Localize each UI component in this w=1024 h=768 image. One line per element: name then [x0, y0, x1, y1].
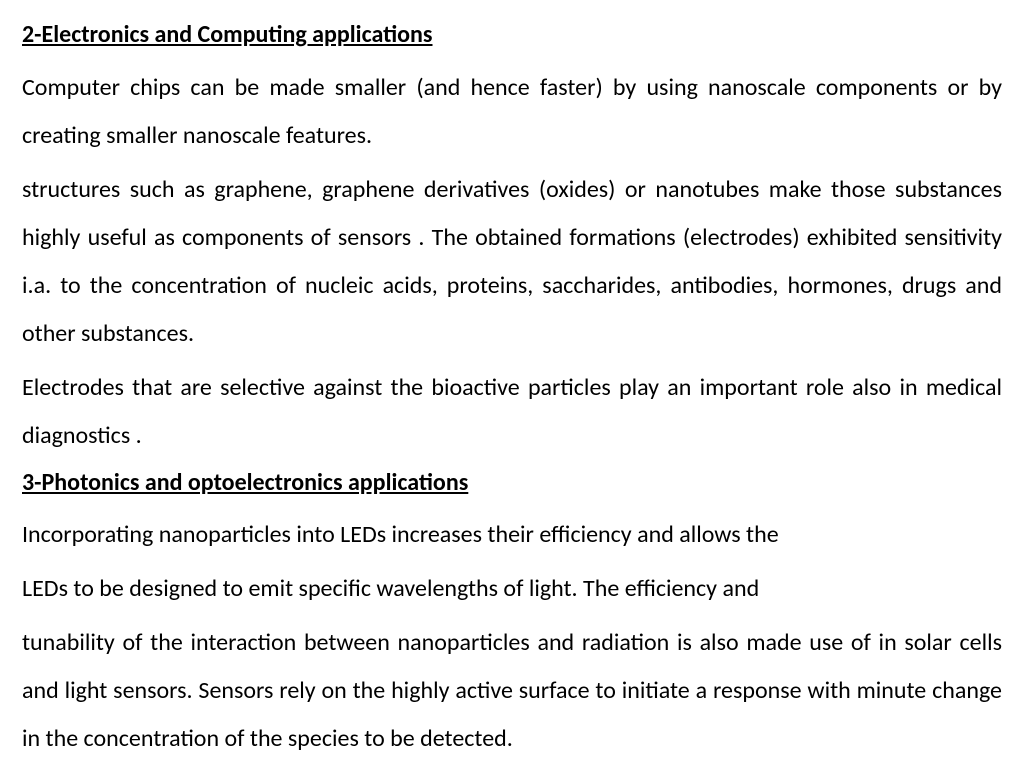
- section-heading-photonics: 3-Photonics and optoelectronics applicat…: [22, 466, 1002, 500]
- body-paragraph: tunability of the interaction between na…: [22, 619, 1002, 763]
- body-paragraph: Electrodes that are selective against th…: [22, 364, 1002, 460]
- body-paragraph: structures such as graphene, graphene de…: [22, 166, 1002, 358]
- body-paragraph: Computer chips can be made smaller (and …: [22, 64, 1002, 160]
- body-line: LEDs to be designed to emit specific wav…: [22, 565, 1002, 613]
- section-heading-electronics: 2-Electronics and Computing applications: [22, 18, 1002, 52]
- body-line: Incorporating nanoparticles into LEDs in…: [22, 511, 1002, 559]
